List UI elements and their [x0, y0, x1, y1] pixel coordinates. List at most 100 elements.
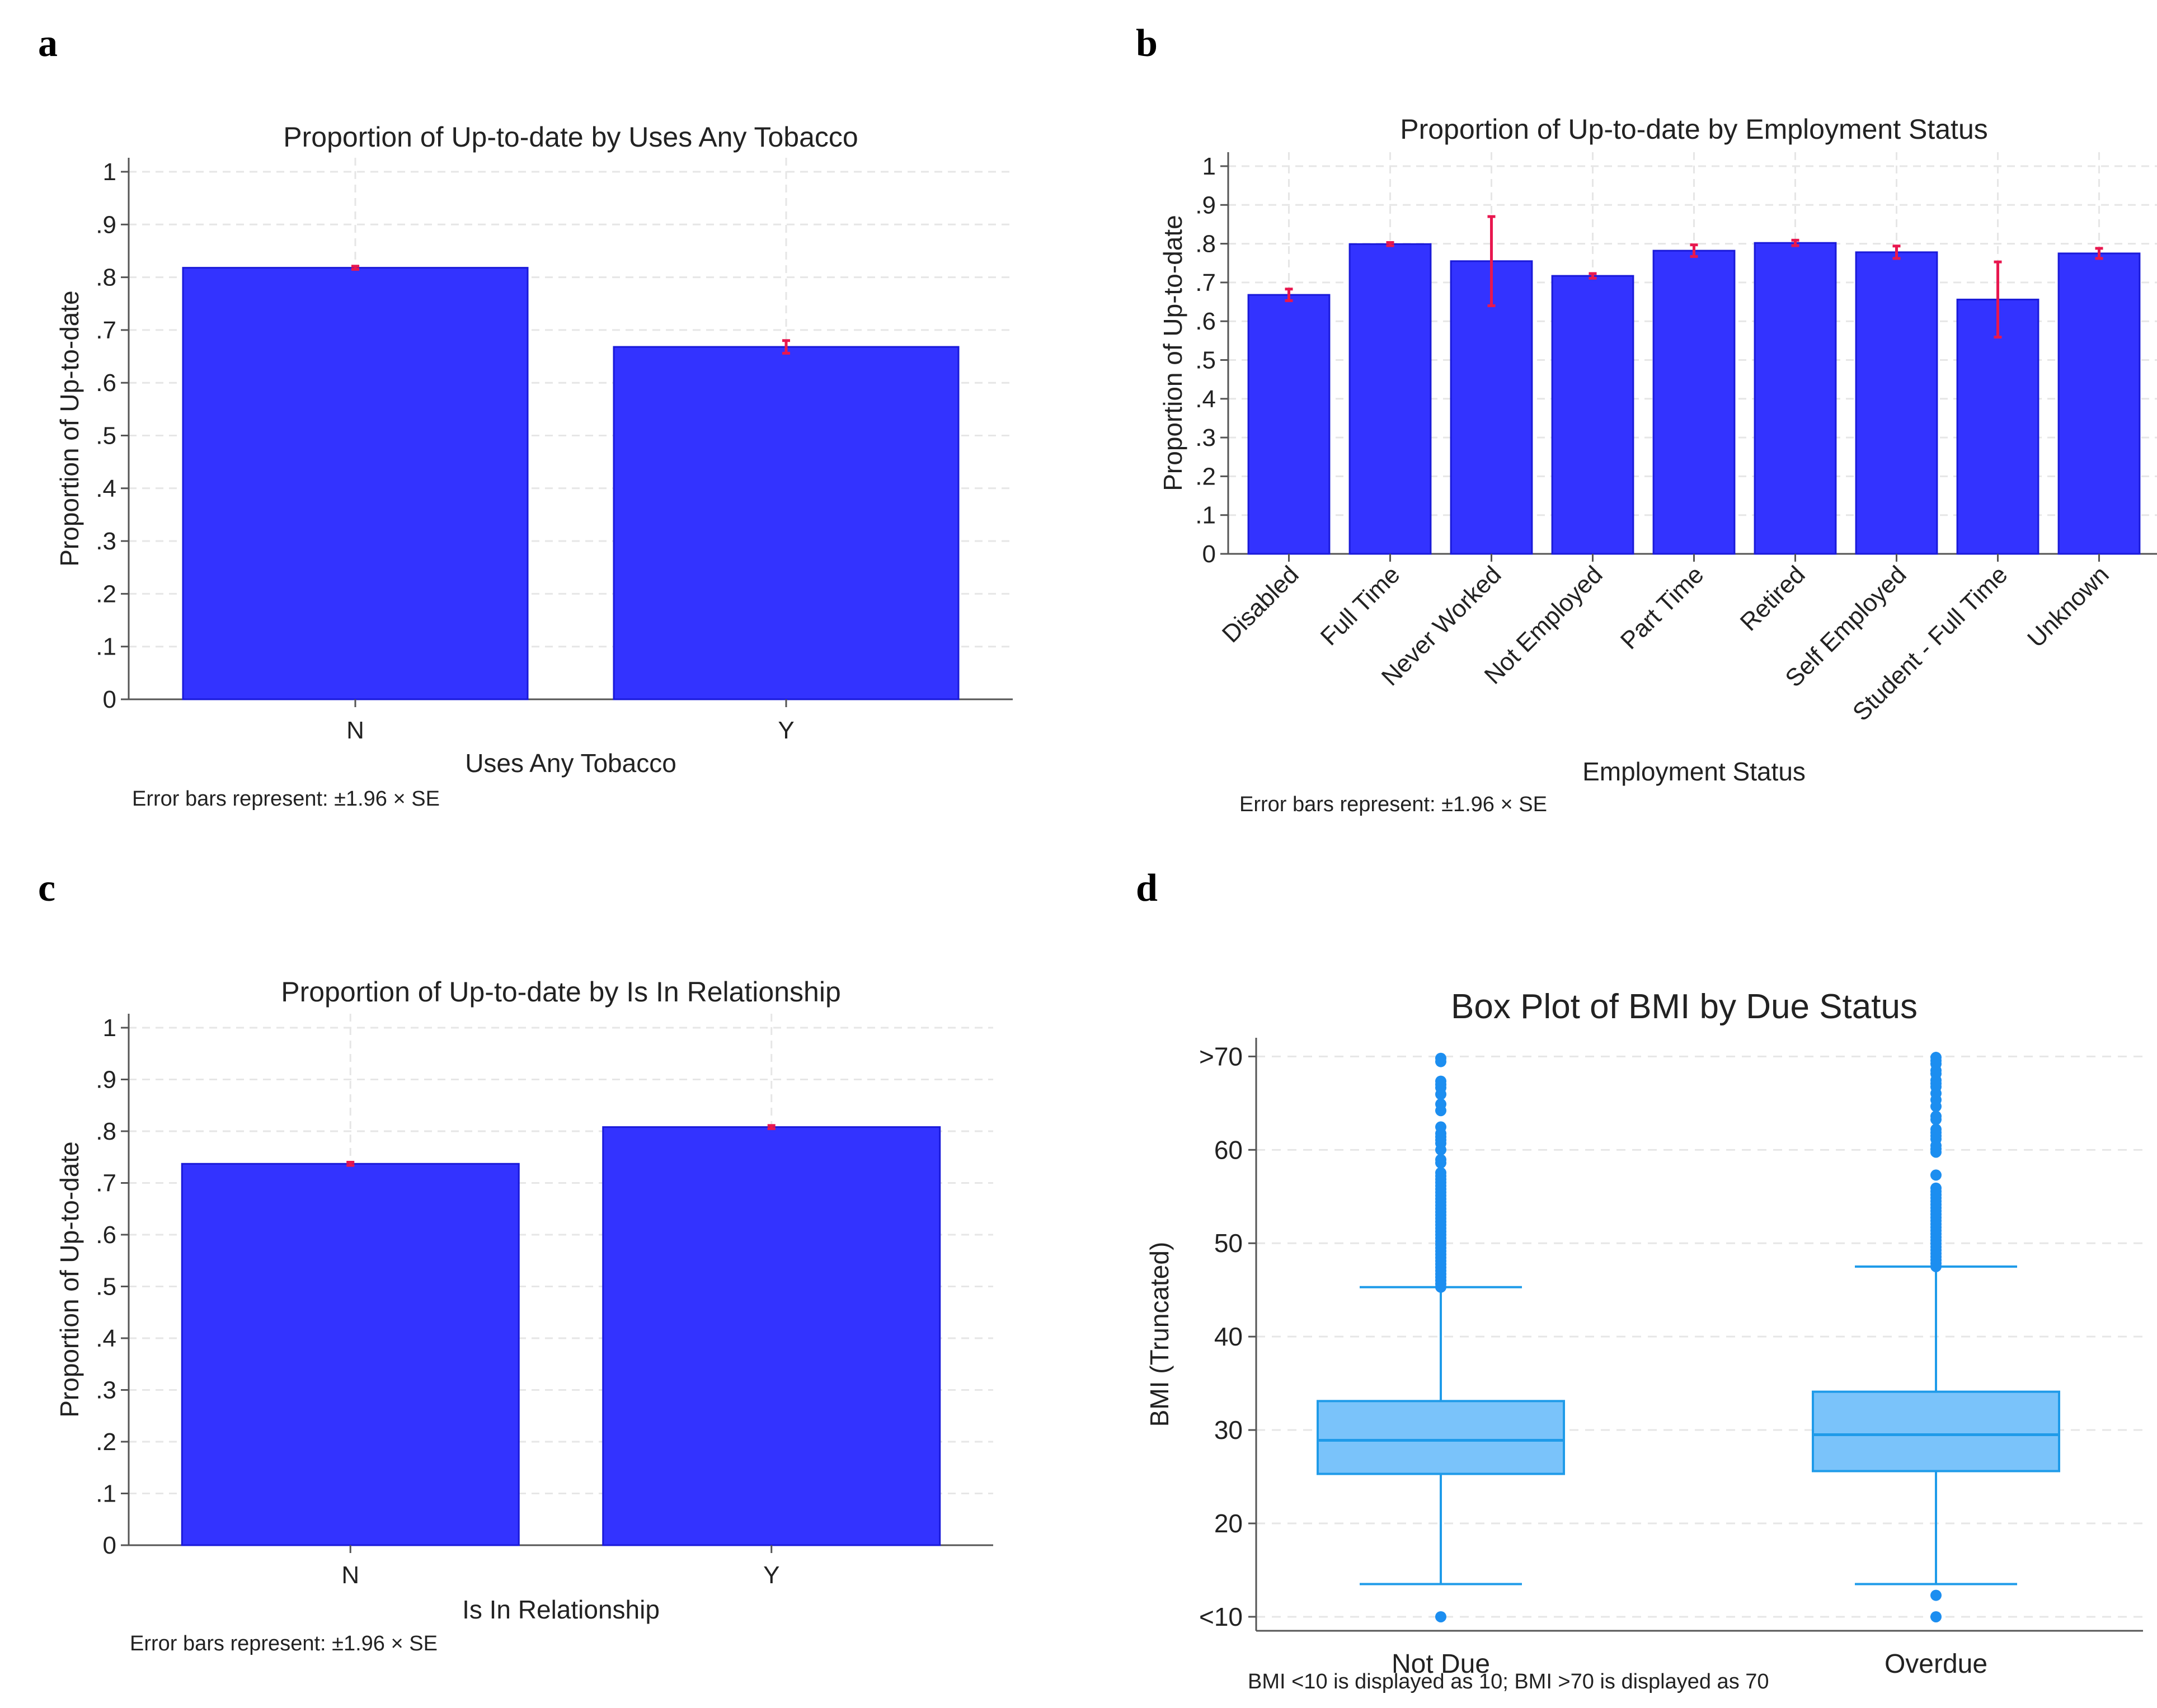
y-tick-label: .6	[1195, 308, 1216, 335]
outlier-point	[1435, 1154, 1446, 1165]
y-tick-label: 30	[1214, 1415, 1243, 1444]
x-tick-label: N	[346, 717, 364, 744]
chart-note: Error bars represent: ±1.96 × SE	[1239, 793, 1547, 816]
outlier-point	[1435, 1099, 1446, 1110]
outlier-point	[1930, 1124, 1942, 1135]
y-tick-label: .5	[96, 1273, 116, 1301]
bar-part-time	[1653, 251, 1735, 554]
x-tick-label: Disabled	[1217, 561, 1304, 648]
y-tick-label: .3	[96, 1377, 116, 1404]
y-tick-label: 60	[1214, 1135, 1243, 1164]
y-tick-label: .9	[96, 211, 116, 238]
y-tick-label: .6	[96, 1221, 116, 1249]
x-tick-label: N	[341, 1561, 359, 1589]
outlier-point	[1930, 1590, 1942, 1601]
y-tick-label: >70	[1199, 1042, 1243, 1071]
y-tick-label: .1	[96, 1480, 116, 1508]
y-tick-label: <10	[1199, 1602, 1243, 1631]
chart-title: Box Plot of BMI by Due Status	[1451, 987, 1918, 1026]
y-tick-label: 0	[1202, 540, 1216, 568]
y-tick-label: .1	[96, 633, 116, 661]
y-tick-label: 40	[1214, 1322, 1243, 1351]
x-tick-label: Unknown	[2022, 561, 2114, 652]
x-tick-label: Y	[778, 717, 794, 744]
y-tick-label: .4	[96, 1325, 116, 1352]
chart-note: Error bars represent: ±1.96 × SE	[130, 1632, 438, 1655]
y-tick-label: .3	[96, 528, 116, 555]
y-tick-label: .4	[1195, 385, 1216, 413]
x-tick-label: Overdue	[1885, 1649, 1987, 1679]
bar-self-employed	[1856, 252, 1937, 554]
y-axis-label: Proportion of Up-to-date	[55, 290, 84, 567]
panel-label-a: a	[38, 22, 58, 65]
y-tick-label: .5	[96, 422, 116, 450]
chart-title: Proportion of Up-to-date by Is In Relati…	[281, 976, 841, 1008]
panel-label-b: b	[1136, 22, 1158, 65]
y-tick-label: 0	[103, 686, 116, 713]
y-tick-label: 0	[103, 1532, 116, 1559]
outlier-point	[1930, 1111, 1942, 1122]
chart-a-tobacco: 0 .1 .2 .3 .4 .5 .6 .7 .8 .9 1 N Y Proportion of Up-t…	[55, 121, 1013, 811]
y-tick-label: .7	[1195, 269, 1216, 297]
y-axis-label: Proportion of Up-to-date	[55, 1141, 84, 1418]
bar-unknown	[2059, 253, 2140, 554]
y-tick-label: 20	[1214, 1509, 1243, 1538]
chart-note: BMI <10 is displayed as 10; BMI >70 is d…	[1248, 1670, 1769, 1693]
x-axis-label: Is In Relationship	[462, 1595, 660, 1624]
y-tick-label: 1	[1202, 153, 1216, 180]
outlier-point	[1435, 1611, 1446, 1622]
y-tick-label: 1	[103, 158, 116, 186]
y-tick-label: 1	[103, 1014, 116, 1042]
bar-retired	[1755, 243, 1836, 554]
y-tick-label: .6	[96, 369, 116, 397]
chart-note: Error bars represent: ±1.96 × SE	[132, 787, 440, 811]
x-axis-label: Uses Any Tobacco	[465, 749, 676, 778]
y-tick-label: .9	[1195, 191, 1216, 219]
outlier-point	[1930, 1169, 1942, 1180]
chart-title: Proportion of Up-to-date by Uses Any Tob…	[283, 121, 858, 153]
box-iqr	[1318, 1401, 1564, 1474]
y-axis-label: Proportion of Up-to-date	[1158, 215, 1187, 491]
outlier-point	[1930, 1611, 1942, 1622]
y-tick-label: .9	[96, 1066, 116, 1094]
y-tick-label: .2	[96, 580, 116, 608]
bar-y	[614, 347, 958, 699]
y-tick-label: .2	[1195, 463, 1216, 490]
bar-disabled	[1248, 295, 1329, 554]
y-tick-label: .7	[96, 1170, 116, 1197]
y-tick-label: .8	[1195, 230, 1216, 258]
outlier-point	[1435, 1121, 1446, 1132]
bar-y	[603, 1127, 940, 1545]
outlier-point	[1435, 1053, 1446, 1064]
chart-b-employment: 0.1.2.3.4.5.6.7.8.91Disabled Full TimeNev…	[1158, 114, 2157, 816]
outlier-point	[1930, 1052, 1942, 1063]
y-tick-label: .3	[1195, 424, 1216, 451]
y-tick-label: 50	[1214, 1229, 1243, 1258]
bar-full-time	[1350, 244, 1431, 554]
x-tick-label: Full Time	[1315, 561, 1406, 651]
bar-n	[183, 268, 528, 699]
x-tick-label: Part Time	[1615, 561, 1709, 655]
chart-title: Proportion of Up-to-date by Employment S…	[1400, 114, 1988, 145]
bar-not-employed	[1552, 276, 1633, 554]
chart-c-relationship: 0.1.2.3.4.5.6.7.8.91N YProportion of Up-t…	[55, 976, 993, 1655]
x-tick-label: Retired	[1735, 561, 1811, 636]
y-tick-label: .8	[96, 1118, 116, 1145]
outlier-point	[1435, 1076, 1446, 1087]
y-tick-label: .2	[96, 1428, 116, 1456]
figure: a b c d 0 .1 .2 .3 .4 .5 .6 .7 .8 .9 1 N Y Proportion…	[0, 0, 2157, 1708]
outlier-point	[1930, 1183, 1942, 1194]
y-axis-label: BMI (Truncated)	[1145, 1242, 1174, 1427]
box-iqr	[1813, 1392, 2059, 1471]
panel-label-c: c	[38, 867, 55, 910]
y-tick-label: .4	[96, 475, 116, 502]
bar-n	[182, 1164, 519, 1545]
y-tick-label: .1	[1195, 502, 1216, 529]
y-tick-label: .5	[1195, 347, 1216, 374]
chart-d-bmi-boxplot: <102030405060>70Not Due OverdueBox Plot o…	[1145, 987, 2143, 1693]
panel-label-d: d	[1136, 867, 1158, 910]
outlier-point	[1435, 1167, 1446, 1178]
x-axis-label: Employment Status	[1582, 757, 1806, 786]
y-tick-label: .8	[96, 264, 116, 291]
y-tick-label: .7	[96, 317, 116, 344]
